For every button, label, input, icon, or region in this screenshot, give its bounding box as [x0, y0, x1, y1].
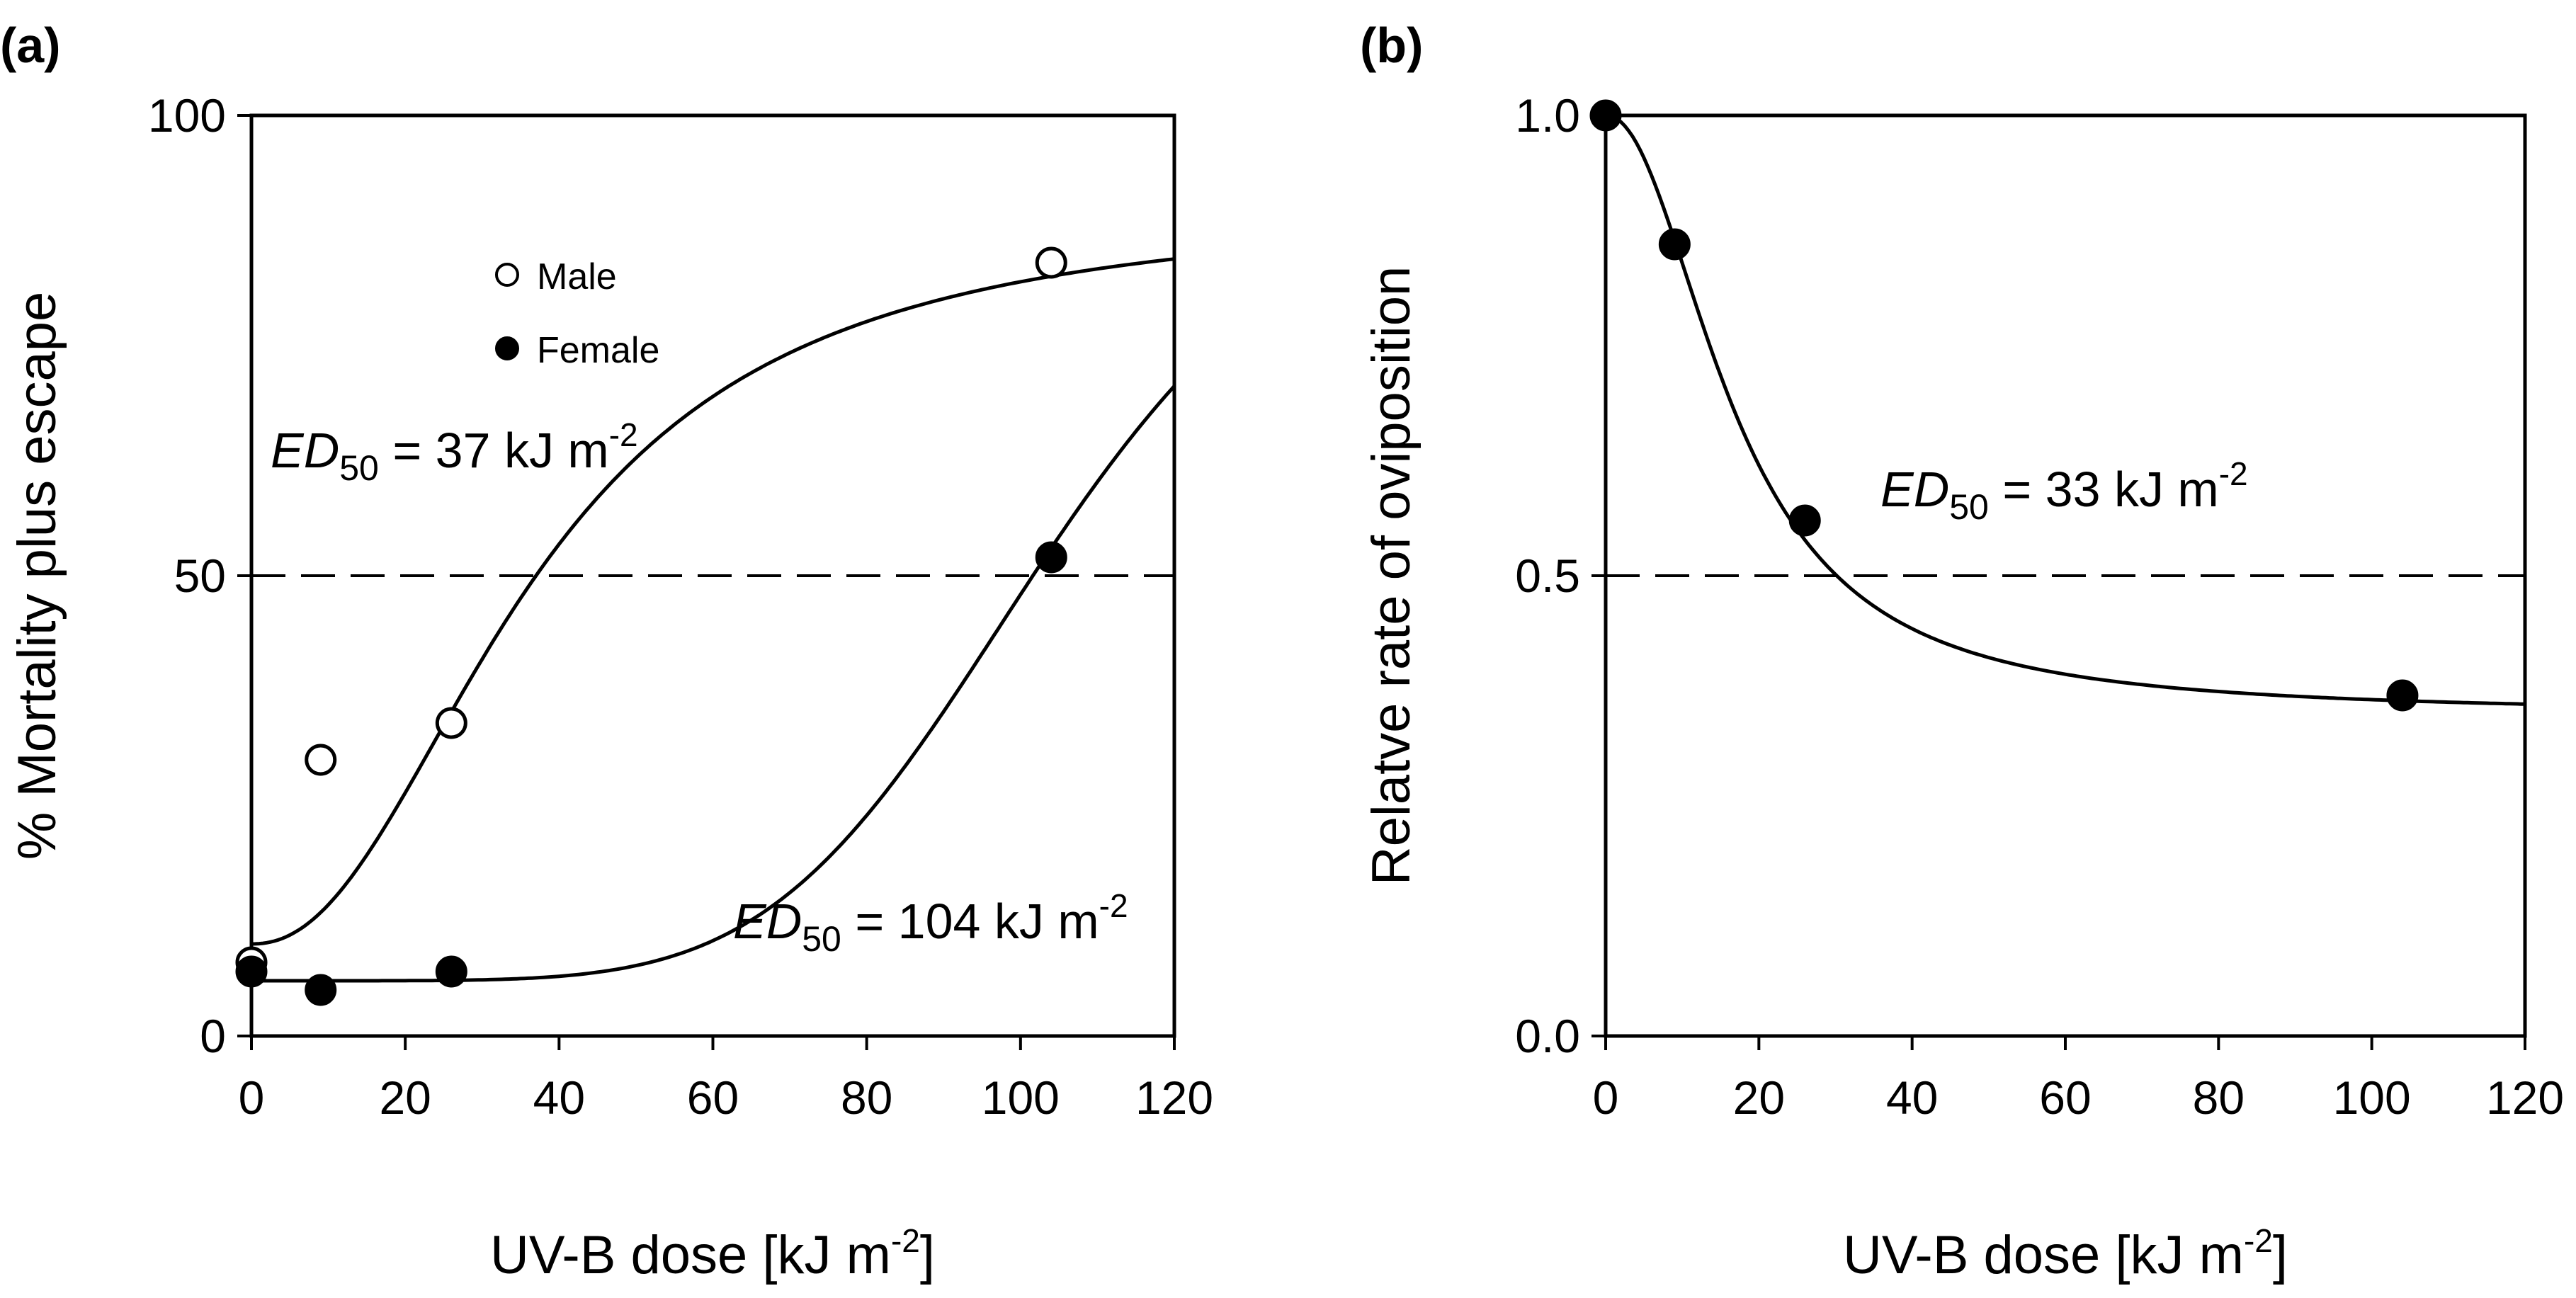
fit-curve-male — [251, 257, 1175, 946]
fit-curve-female — [251, 385, 1176, 983]
x-tick-label: 80 — [2193, 1071, 2245, 1124]
legend-male-label: Male — [537, 256, 617, 297]
data-point-oviposition — [1589, 99, 1622, 132]
x-tick-label: 40 — [1886, 1071, 1938, 1124]
y-tick-label: 1.0 — [1515, 89, 1580, 142]
panel-a-legend: Male Female — [495, 256, 659, 371]
panel-b-y-ticks: 0.0 0.5 1.0 — [1515, 89, 1606, 1062]
fit-curve-oviposition — [1605, 113, 2526, 706]
panel-a-y-ticks: 0 50 100 — [148, 89, 251, 1062]
panel-a-x-ticks: 0 20 40 60 80 100 120 — [239, 1036, 1213, 1124]
panel-b-x-axis-label: UV-B dose [kJ m-2] — [1843, 1222, 2288, 1285]
x-tick-label: 0 — [239, 1071, 265, 1124]
y-tick-label: 100 — [148, 89, 226, 142]
data-point-male — [435, 707, 467, 739]
x-tick-label: 60 — [687, 1071, 739, 1124]
panel-a-label: (a) — [0, 18, 61, 73]
y-tick-label: 0.5 — [1515, 550, 1580, 602]
panel-a-female-ed50-label: ED50 = 104 kJ m-2 — [733, 887, 1128, 959]
panel-b-ed50-label: ED50 = 33 kJ m-2 — [1880, 455, 2248, 527]
panel-a-male-ed50-label: ED50 = 37 kJ m-2 — [271, 416, 638, 488]
x-tick-label: 20 — [1733, 1071, 1785, 1124]
x-tick-label: 60 — [2039, 1071, 2091, 1124]
panel-a: (a) 0 20 40 60 80 100 120 0 50 100 % Mortality p… — [0, 18, 1213, 1285]
y-tick-label: 50 — [174, 550, 226, 602]
data-point-female — [235, 955, 268, 988]
panel-b-x-ticks: 0 20 40 60 80 100 120 — [1593, 1036, 2564, 1124]
legend-male-marker — [495, 263, 519, 287]
panel-a-y-axis-label: % Mortality plus escape — [7, 292, 67, 860]
panel-b-label: (b) — [1360, 18, 1423, 73]
panel-b-data-points — [1589, 99, 2419, 712]
x-tick-label: 20 — [379, 1071, 431, 1124]
panel-a-data-points — [235, 246, 1067, 1006]
data-point-oviposition — [1658, 228, 1691, 261]
data-point-oviposition — [1788, 504, 1821, 537]
x-tick-label: 100 — [982, 1071, 1060, 1124]
x-tick-label: 80 — [841, 1071, 892, 1124]
y-tick-label: 0.0 — [1515, 1010, 1580, 1062]
x-tick-label: 0 — [1593, 1071, 1619, 1124]
legend-female-label: Female — [537, 330, 659, 371]
x-tick-label: 40 — [533, 1071, 585, 1124]
legend-female-marker — [495, 336, 519, 360]
data-point-female — [1035, 541, 1067, 574]
data-point-female — [305, 974, 337, 1006]
panel-a-fit-curves — [251, 257, 1176, 983]
panel-a-x-axis-label: UV-B dose [kJ m-2] — [490, 1222, 935, 1285]
panel-b-fit-curves — [1605, 113, 2526, 706]
y-tick-label: 0 — [200, 1010, 226, 1062]
x-tick-label: 120 — [2486, 1071, 2564, 1124]
data-point-male — [1035, 246, 1067, 279]
data-point-male — [305, 744, 337, 776]
data-point-female — [435, 955, 467, 988]
x-tick-label: 100 — [2333, 1071, 2411, 1124]
x-tick-label: 120 — [1135, 1071, 1213, 1124]
panel-b: (b) 0 20 40 60 80 100 120 0.0 0.5 1.0 Relatve ra… — [1360, 18, 2564, 1285]
data-point-oviposition — [2386, 679, 2419, 712]
panel-b-y-axis-label: Relatve rate of oviposition — [1361, 266, 1422, 885]
